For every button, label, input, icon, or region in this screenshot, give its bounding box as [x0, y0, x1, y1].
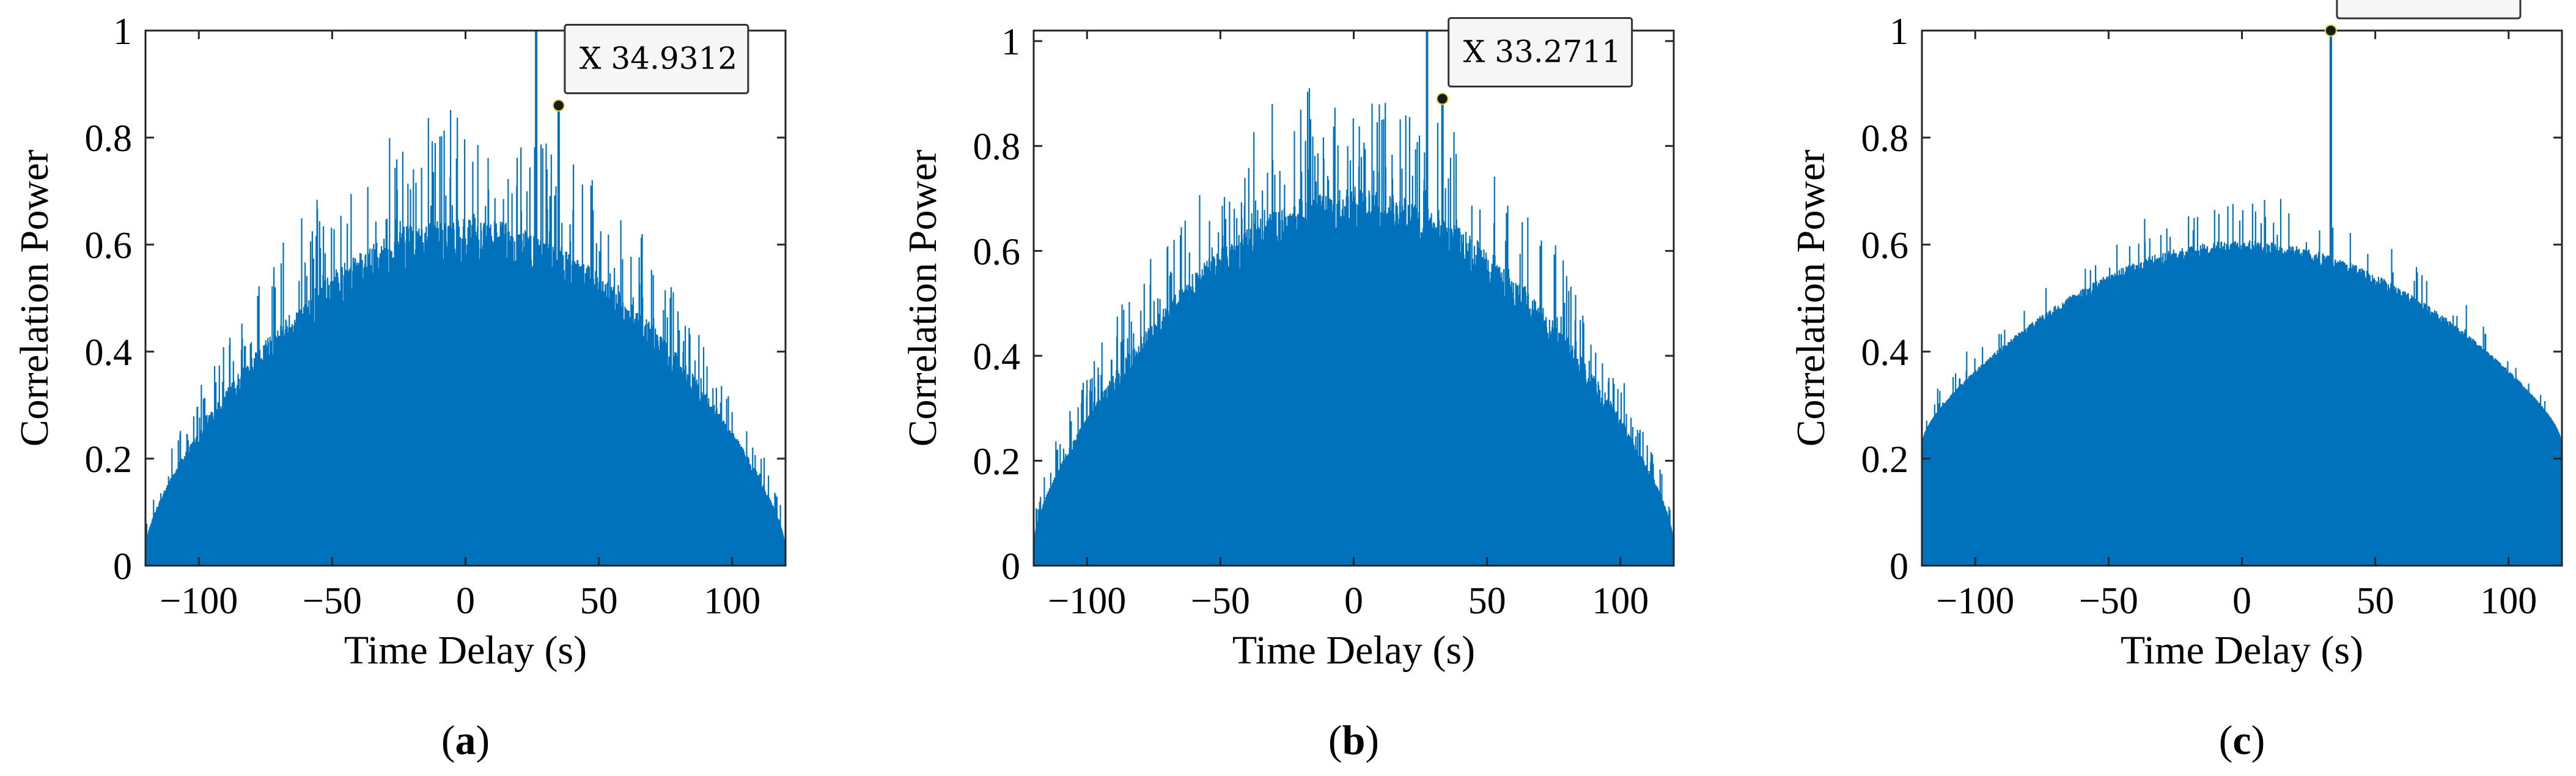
x-tick-label: 50: [1468, 580, 1506, 622]
x-tick-label: 100: [704, 580, 760, 622]
correlation-spikes: [144, 109, 787, 566]
panel-letter: c: [2232, 717, 2251, 763]
x-tick-label: −100: [160, 580, 238, 622]
y-tick-label: 1: [113, 11, 132, 53]
ticks-c: −100 −50 0 50 100 0 0.2 0.4 0.6 0.8 1: [1861, 11, 2562, 622]
correlation-spikes: [1032, 88, 1675, 566]
datatip-label: X 33.2711: [1463, 34, 1621, 70]
panel-a: −100 −50 0 50 100 0 0.2 0.4 0.6 0.8 1 Time Delay (…: [12, 11, 787, 763]
panel-c: −100 −50 0 50 100 0 0.2 0.4 0.6 0.8 1 Time Delay (…: [1789, 0, 2563, 763]
y-tick-label: 0.4: [973, 336, 1021, 378]
x-tick-label: 0: [456, 580, 475, 622]
datatip-marker[interactable]: [2324, 24, 2337, 37]
y-tick-label: 0.8: [1861, 118, 1909, 160]
datatip-b[interactable]: X 33.2711: [1436, 17, 1633, 105]
x-tick-label: 100: [1592, 580, 1649, 622]
datatip-box[interactable]: [564, 24, 749, 94]
y-tick-label: 0: [1890, 546, 1908, 588]
ticks-a: −100 −50 0 50 100 0 0.2 0.4 0.6 0.8 1: [85, 11, 786, 622]
datatip-box[interactable]: [2336, 0, 2522, 20]
y-axis-label-a: Correlation Power: [12, 150, 57, 447]
x-tick-label: −50: [1191, 580, 1250, 622]
y-tick-label: 0: [113, 546, 132, 588]
y-tick-label: 0.2: [973, 441, 1021, 482]
datatip-box[interactable]: [1448, 17, 1633, 88]
y-tick-label: 0.6: [85, 225, 133, 267]
y-tick-label: 1: [1890, 11, 1908, 53]
x-tick-label: 100: [2480, 580, 2537, 622]
y-tick-label: 0.4: [1861, 332, 1909, 374]
x-tick-label: −100: [1936, 580, 2014, 622]
y-tick-label: 0.8: [85, 118, 133, 160]
x-axis-label-b: Time Delay (s): [1232, 628, 1475, 673]
datatip-marker[interactable]: [1436, 92, 1449, 105]
datatip-marker[interactable]: [552, 99, 565, 112]
x-tick-label: 0: [2232, 580, 2251, 622]
datatip-label: X 33.3336: [2352, 0, 2509, 1]
x-tick-label: −50: [303, 580, 362, 622]
bars-b: [1032, 31, 1675, 566]
correlation-spikes: [1921, 199, 2563, 566]
x-tick-label: 50: [580, 580, 618, 622]
datatip-a[interactable]: X 34.9312: [552, 24, 749, 112]
panel-label-b: (b): [1328, 717, 1379, 763]
panel-label-a: (a): [441, 717, 490, 763]
y-tick-label: 0.2: [1861, 439, 1909, 481]
y-tick-label: 0.8: [973, 127, 1021, 168]
y-tick-label: 0.6: [1861, 225, 1909, 267]
y-axis-label-b: Correlation Power: [900, 150, 945, 447]
x-tick-label: 0: [1344, 580, 1363, 622]
x-tick-label: −100: [1048, 580, 1126, 622]
x-axis-label-c: Time Delay (s): [2121, 628, 2363, 673]
datatip-c[interactable]: X 33.3336: [2324, 0, 2522, 37]
panel-label-c: (c): [2219, 717, 2265, 763]
panel-letter: b: [1342, 717, 1366, 763]
y-tick-label: 0.2: [85, 439, 133, 481]
y-tick-label: 0: [1001, 546, 1020, 588]
y-axis-label-c: Correlation Power: [1789, 150, 1833, 447]
datatip-label: X 34.9312: [580, 41, 737, 76]
x-tick-label: −50: [2079, 580, 2138, 622]
x-axis-label-a: Time Delay (s): [344, 628, 587, 673]
x-tick-label: 50: [2357, 580, 2394, 622]
panel-b: −100 −50 0 50 100 0 0.2 0.4 0.6 0.8 1 Time Delay (…: [900, 17, 1675, 763]
y-tick-label: 0.6: [973, 231, 1021, 273]
bars-c: [1921, 31, 2563, 566]
panel-letter: a: [455, 717, 476, 763]
ticks-b: −100 −50 0 50 100 0 0.2 0.4 0.6 0.8 1: [973, 21, 1674, 622]
y-tick-label: 1: [1001, 21, 1020, 63]
y-tick-label: 0.4: [85, 332, 133, 374]
bars-a: [144, 31, 787, 566]
